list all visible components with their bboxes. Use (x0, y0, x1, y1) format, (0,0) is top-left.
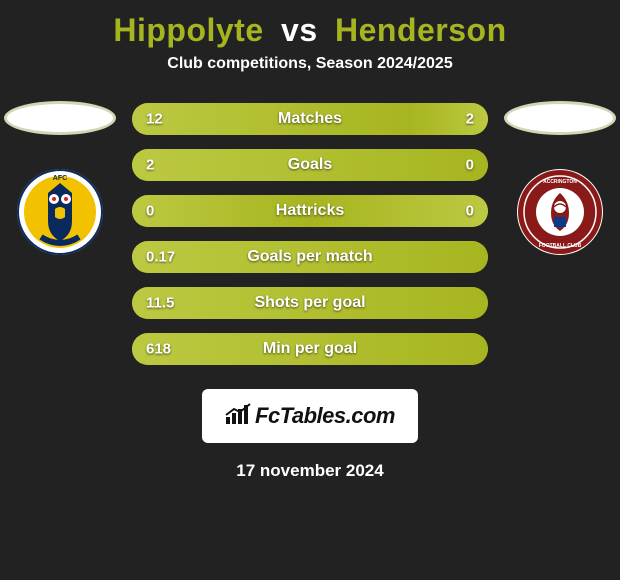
stat-right-value: 0 (466, 203, 474, 220)
stat-label: Min per goal (263, 340, 357, 358)
stat-right-value: 0 (466, 157, 474, 174)
bar-fill-left (132, 103, 410, 135)
subtitle: Club competitions, Season 2024/2025 (0, 55, 620, 73)
stats-bars: 12 Matches 2 2 Goals 0 0 Hattricks 0 0.17 Goals pe… (132, 97, 488, 365)
stat-left-value: 0 (146, 203, 154, 220)
stat-bar: 2 Goals 0 (132, 149, 488, 181)
comparison-body: AFC 12 Matches 2 2 Goals 0 0 Hattricks 0 0.17 Goal… (0, 97, 620, 365)
chart-icon (225, 403, 251, 429)
stat-label: Goals per match (247, 248, 372, 266)
vs-label: vs (273, 12, 326, 48)
stat-label: Shots per goal (254, 294, 365, 312)
stat-right-value: 2 (466, 111, 474, 128)
player-1-disc (4, 101, 116, 135)
stat-label: Goals (288, 156, 332, 174)
svg-text:FOOTBALL CLUB: FOOTBALL CLUB (539, 243, 582, 249)
stat-bar: 0 Hattricks 0 (132, 195, 488, 227)
stat-bar: 12 Matches 2 (132, 103, 488, 135)
comparison-title: Hippolyte vs Henderson (0, 12, 620, 49)
brand-text: FcTables.com (255, 403, 395, 429)
stat-left-value: 2 (146, 157, 154, 174)
brand-badge: FcTables.com (202, 389, 418, 443)
left-side: AFC (0, 97, 120, 255)
stat-label: Hattricks (276, 202, 344, 220)
player-2-club-crest: ACCRINGTON FOOTBALL CLUB (517, 169, 603, 255)
svg-text:AFC: AFC (53, 175, 67, 182)
stat-label: Matches (278, 110, 342, 128)
stat-left-value: 12 (146, 111, 163, 128)
player-2-disc (504, 101, 616, 135)
stat-bar: 11.5 Shots per goal (132, 287, 488, 319)
footer-date: 17 november 2024 (0, 461, 620, 481)
bar-fill-right (410, 103, 488, 135)
player-2-name: Henderson (335, 12, 507, 48)
svg-text:ACCRINGTON: ACCRINGTON (543, 179, 577, 185)
stat-left-value: 11.5 (146, 295, 174, 312)
stat-left-value: 0.17 (146, 249, 175, 266)
player-1-club-crest: AFC (17, 169, 103, 255)
accrington-stanley-crest-icon: ACCRINGTON FOOTBALL CLUB (517, 169, 603, 255)
stat-bar: 618 Min per goal (132, 333, 488, 365)
player-1-name: Hippolyte (113, 12, 263, 48)
afc-wimbledon-crest-icon: AFC (17, 169, 103, 255)
stat-left-value: 618 (146, 341, 171, 358)
right-side: ACCRINGTON FOOTBALL CLUB (500, 97, 620, 255)
stat-bar: 0.17 Goals per match (132, 241, 488, 273)
